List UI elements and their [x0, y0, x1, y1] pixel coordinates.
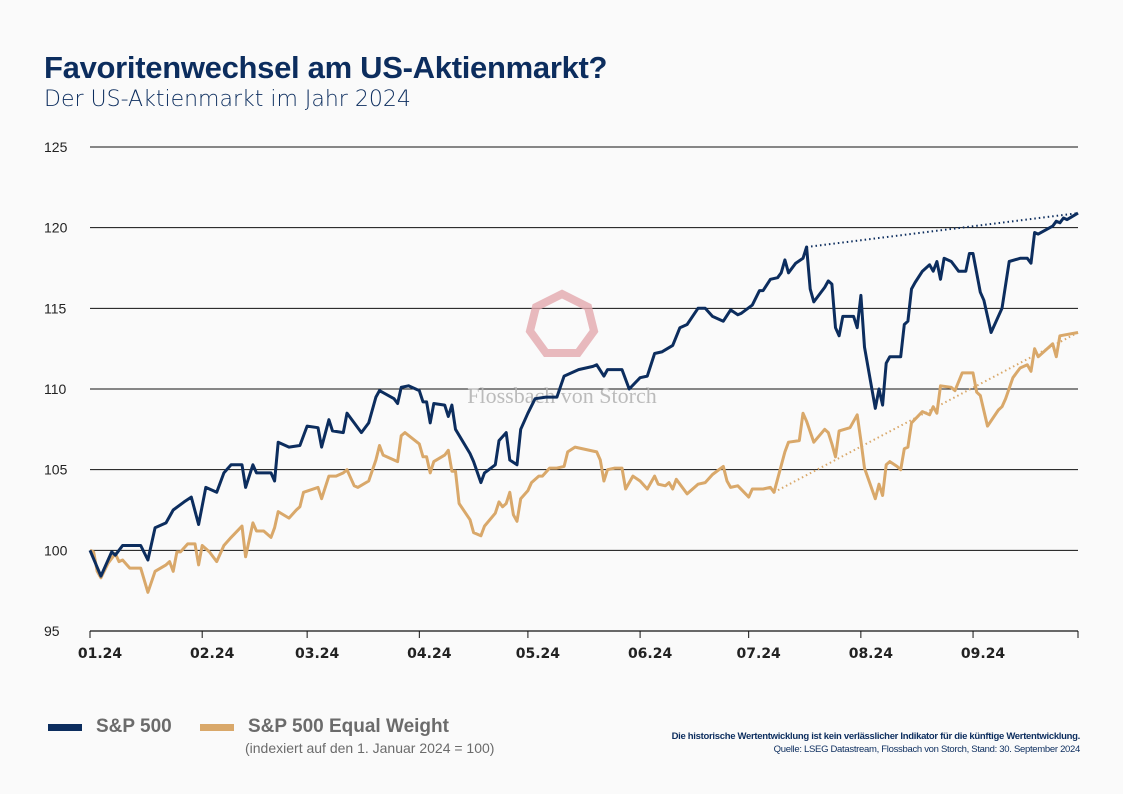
equal-weight-line	[89, 331, 1079, 594]
x-tick-label: 09.24	[961, 646, 1006, 662]
legend-item-sp500: S&P 500	[48, 716, 172, 738]
x-tick-label: 02.24	[190, 646, 235, 662]
legend-note: (indexiert auf den 1. Januar 2024 = 100)	[245, 740, 495, 756]
x-tick-label: 01.24	[78, 646, 123, 662]
legend-label-equal-weight: S&P 500 Equal Weight	[248, 716, 449, 737]
sp500-line	[88, 211, 1079, 578]
watermark-heptagon-icon	[525, 289, 599, 357]
chart-title: Favoritenwechsel am US-Aktienmarkt?	[44, 50, 608, 85]
series	[88, 211, 1079, 594]
legend-label-sp500: S&P 500	[96, 716, 172, 737]
disclaimer: Die historische Wertentwicklung ist kein…	[671, 731, 1081, 742]
legend-item-equal-weight: S&P 500 Equal Weight	[200, 716, 449, 738]
sp500-trendline	[806, 212, 1079, 249]
axes: 95 100 105 110 115 120 125 01.24 02.24 03.24 04.24…	[44, 139, 1079, 662]
x-tick-label: 08.24	[849, 646, 894, 662]
y-tick-label: 95	[44, 623, 60, 639]
watermark-logo: Flossbach von Storch	[467, 289, 657, 408]
source-note: Quelle: LSEG Datastream, Flossbach von S…	[773, 744, 1081, 755]
y-tick-label: 120	[44, 220, 68, 236]
legend-swatch-sp500	[48, 723, 82, 731]
y-tick-label: 110	[44, 381, 67, 397]
y-tick-label: 100	[44, 542, 68, 558]
y-tick-label: 115	[44, 300, 67, 316]
y-tick-label: 125	[44, 139, 68, 155]
x-tick-label: 06.24	[628, 646, 673, 662]
grid	[90, 146, 1078, 551]
line-chart: Flossbach von Storch 95 100 105 110 115 120 12…	[44, 139, 1079, 662]
legend-swatch-equal-weight	[200, 723, 234, 731]
x-tick-label: 07.24	[737, 646, 782, 662]
watermark-text: Flossbach von Storch	[467, 383, 656, 408]
x-tick-label: 05.24	[516, 646, 561, 662]
chart-subtitle: Der US-Aktienmarkt im Jahr 2024	[44, 87, 411, 112]
x-tick-label: 03.24	[295, 646, 340, 662]
x-tick-label: 04.24	[407, 646, 452, 662]
y-tick-label: 105	[44, 462, 68, 478]
